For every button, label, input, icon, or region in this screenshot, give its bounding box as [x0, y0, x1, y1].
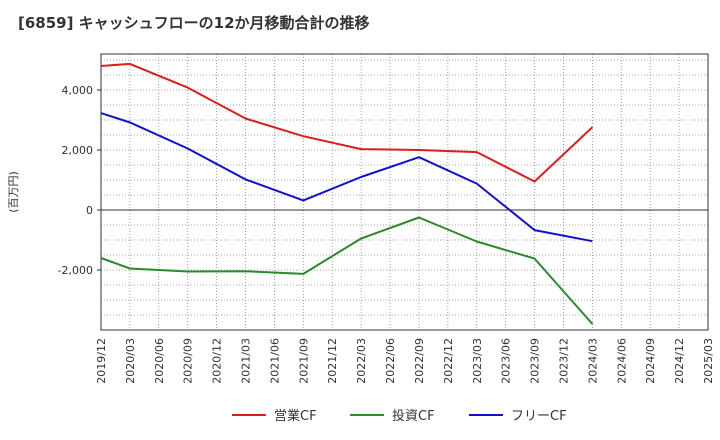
x-tick-label: 2023/12	[557, 338, 570, 384]
x-tick-label: 2022/03	[355, 338, 368, 384]
x-tick-label: 2025/03	[702, 338, 715, 384]
x-tick-label: 2020/09	[182, 338, 195, 384]
x-tick-label: 2021/09	[297, 338, 310, 384]
y-tick-label: -2,000	[58, 264, 93, 277]
x-tick-label: 2021/03	[240, 338, 253, 384]
tick-labels: -2,000 0 2,000 4,000 2019/12 2020/03 2020/06 20…	[7, 84, 715, 384]
x-tick-label: 2023/09	[529, 338, 542, 384]
x-tick-label: 2022/12	[442, 338, 455, 384]
x-tick-label: 2023/06	[500, 338, 513, 384]
x-tick-label: 2023/03	[471, 338, 484, 384]
x-tick-label: 2021/06	[268, 338, 281, 384]
y-tick-label: 2,000	[62, 144, 94, 157]
y-tick-label: 4,000	[62, 84, 94, 97]
x-tick-label: 2019/12	[95, 338, 108, 384]
y-tick-label: 0	[86, 204, 93, 217]
x-tick-label: 2020/06	[153, 338, 166, 384]
x-tick-label: 2020/12	[211, 338, 224, 384]
legend-label-1: 営業CF	[274, 408, 317, 424]
series-line-3	[100, 112, 593, 243]
chart-title: [6859] キャッシュフローの12か月移動合計の推移	[18, 14, 370, 32]
plot-area-background	[101, 54, 708, 330]
x-tick-label: 2020/03	[124, 338, 137, 384]
legend: 営業CF 投資CF フリーCF	[232, 408, 567, 424]
plot-frame	[100, 53, 709, 331]
x-tick-label: 2024/03	[586, 338, 599, 384]
x-tick-label: 2022/06	[384, 338, 397, 384]
x-tick-label: 2021/12	[326, 338, 339, 384]
series-lines	[100, 62, 594, 325]
axes	[97, 53, 709, 331]
series-line-1	[100, 62, 594, 183]
legend-label-2: 投資CF	[392, 408, 435, 424]
legend-label-3: フリーCF	[511, 409, 567, 424]
x-tick-label: 2022/09	[413, 338, 426, 384]
x-tick-label: 2024/09	[644, 338, 657, 384]
series-line-2	[100, 216, 594, 325]
x-tick-label: 2024/06	[615, 338, 628, 384]
y-axis-label: (百万円)	[7, 171, 20, 213]
x-tick-label: 2024/12	[673, 338, 686, 384]
